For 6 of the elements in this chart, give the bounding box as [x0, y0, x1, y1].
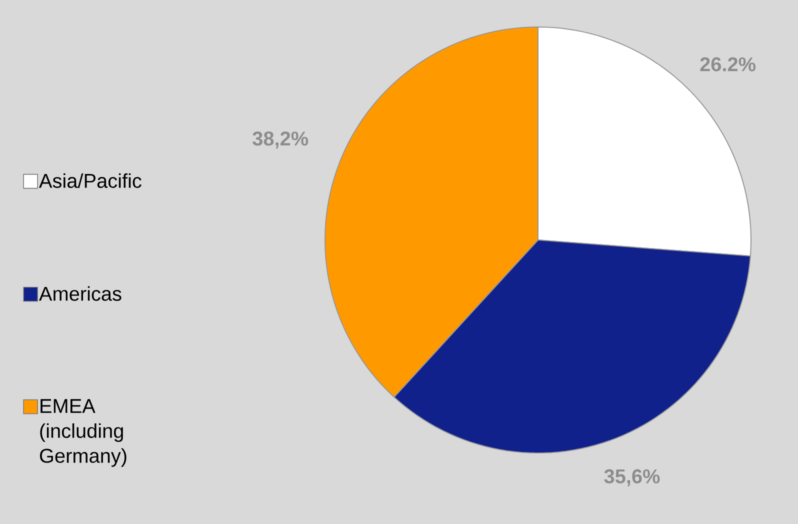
legend-label: Asia/Pacific — [38, 173, 142, 188]
data-label: 26.2% — [700, 57, 756, 72]
data-label: 35,6% — [604, 469, 660, 486]
legend-label: Americas — [38, 286, 122, 301]
data-label: 38,2% — [252, 132, 308, 149]
legend-label: EMEA (including Germany) — [40, 399, 126, 467]
